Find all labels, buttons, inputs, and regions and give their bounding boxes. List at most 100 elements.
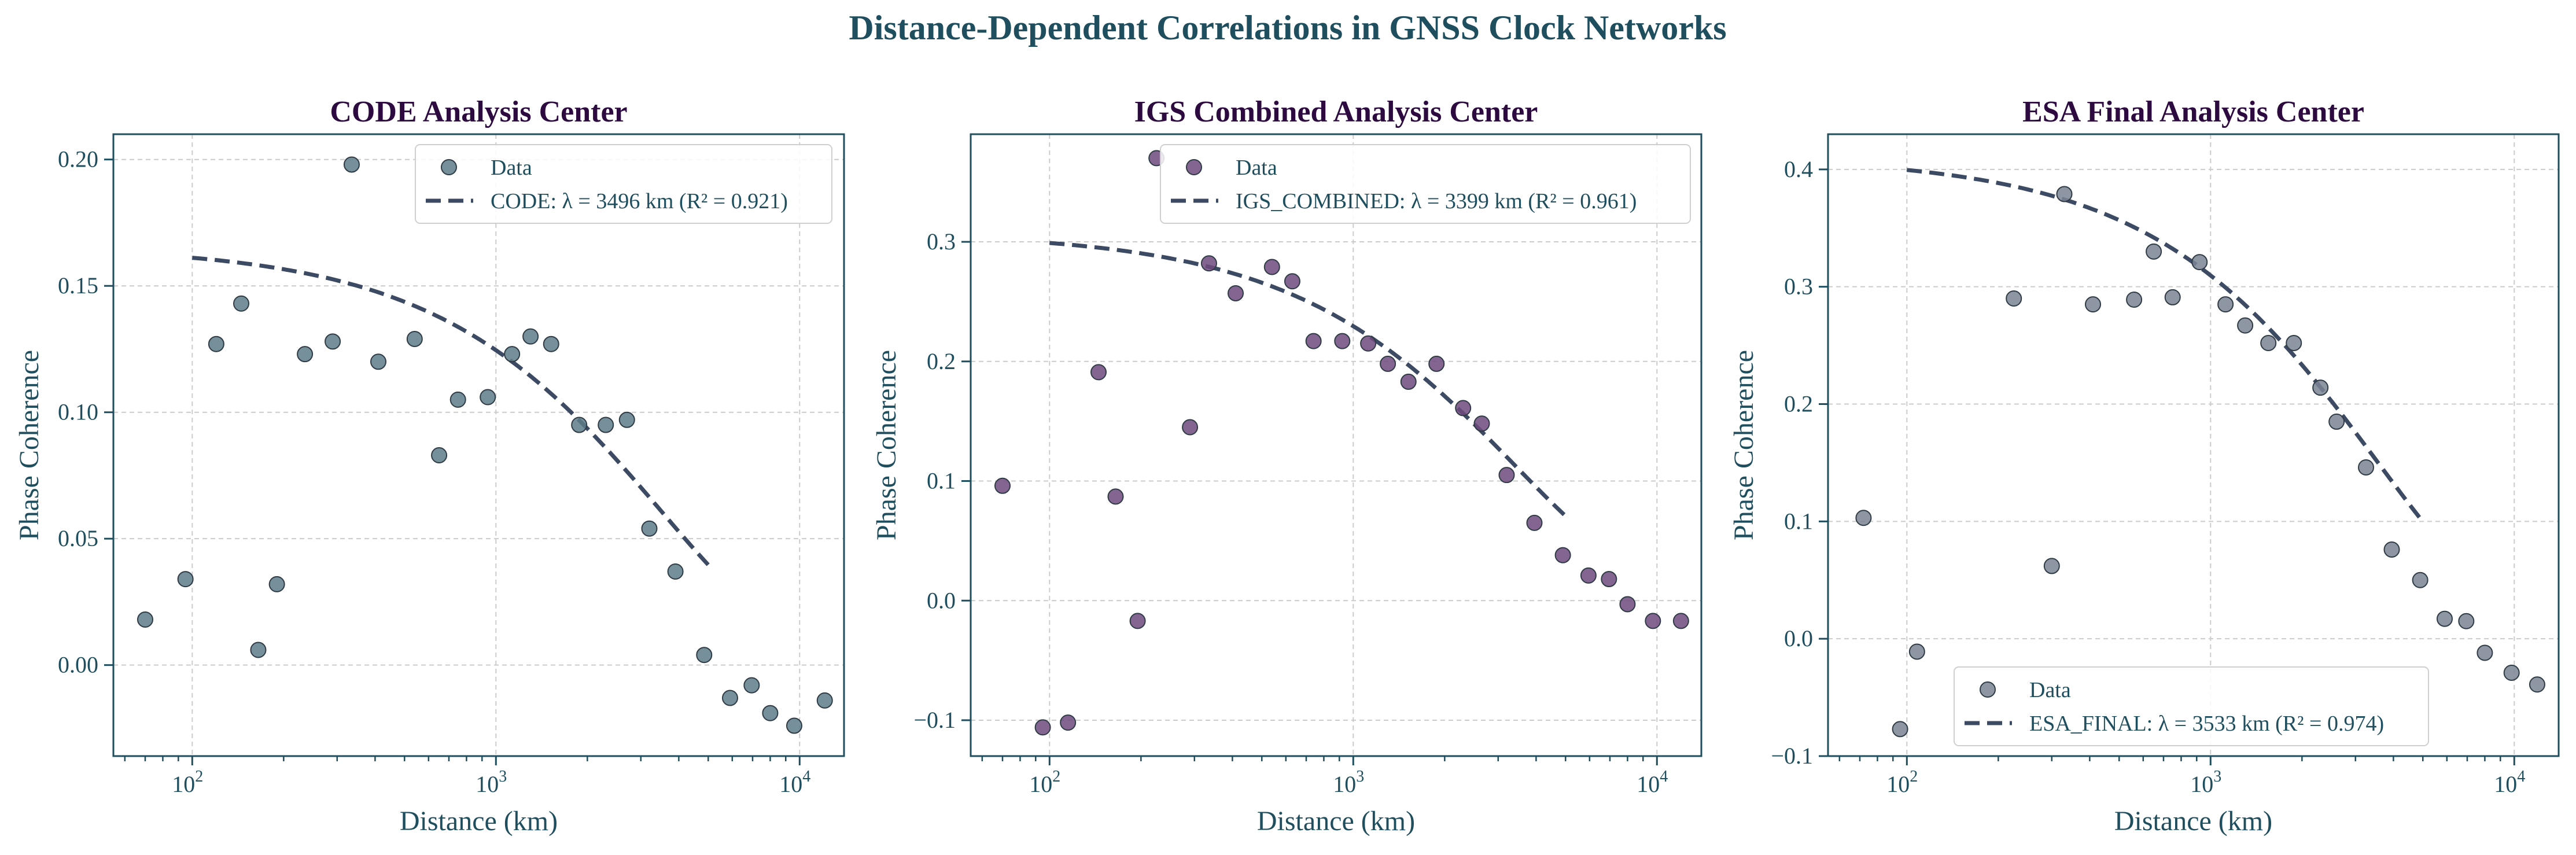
legend-marker [441,159,457,175]
data-point [1601,571,1617,588]
data-point [1580,567,1597,584]
data-point [1380,355,1396,372]
data-point [1645,613,1661,629]
data-point [1908,643,1925,660]
data-point [2358,459,2375,476]
data-point [268,576,285,592]
y-tick-label: 0.2 [927,348,956,374]
fit-curve [1906,168,2424,523]
data-point [1034,719,1051,736]
data-point [1428,355,1445,372]
data-point [449,391,466,408]
y-tick-label: 0.1 [927,468,956,494]
x-tick-label: 104 [1637,768,1668,797]
y-tick-label: 0.2 [1784,391,1813,417]
x-tick-exponent: 2 [1052,768,1060,786]
grid [113,134,844,756]
data-point [1129,613,1146,629]
legend-label-data: Data [491,156,532,180]
data-point [1892,721,1908,738]
data-point [2006,290,2022,307]
data-point [208,336,224,352]
legend-label-fit: CODE: λ = 3496 km (R² = 0.921) [491,189,788,213]
y-tick-label: 0.0 [1784,625,1813,651]
data-point [2529,676,2545,693]
data-point [743,677,760,694]
x-tick-label: 104 [779,768,810,797]
data-point [2312,379,2329,396]
data-point [177,571,194,588]
ticks: 102 103 104 0.00 0.05 0.10 0.15 0.20 [58,146,810,797]
panel-title: CODE Analysis Center [330,95,627,128]
panel-2: IGS Combined Analysis Center 102 103 104 −0.… [871,95,1702,836]
data-point [2412,572,2428,588]
legend-box [1160,144,1691,224]
legend: Data IGS_COMBINED: λ = 3399 km (R² = 0.96… [1160,144,1691,224]
y-tick-label: 0.20 [58,146,98,172]
data-point [994,477,1011,494]
legend: Data ESA_FINAL: λ = 3533 km (R² = 0.974) [1954,666,2429,746]
x-tick-exponent: 3 [2213,768,2221,786]
data-point [598,417,614,433]
data-point [480,389,496,406]
y-tick-label: 0.4 [1784,156,1813,182]
x-tick-label: 103 [2190,768,2221,797]
x-tick-label: 103 [1333,768,1364,797]
data-point [696,647,713,664]
y-tick-label: 0.1 [1784,508,1813,534]
data-point [2164,289,2181,305]
fit-curve [192,256,710,566]
data-point [2503,664,2520,681]
x-tick-exponent: 4 [2517,768,2525,786]
data-point [2436,610,2453,627]
ticks: 102 103 104 −0.1 0.0 0.1 0.2 0.3 0.4 [1771,156,2525,797]
data-points [137,156,833,734]
legend: Data CODE: λ = 3496 km (R² = 0.921) [415,144,832,224]
data-point [762,705,779,721]
y-tick-label: 0.3 [927,229,956,255]
data-point [1060,714,1077,731]
data-point [343,156,360,173]
legend-box [415,144,832,224]
x-tick-label: 102 [1886,768,1918,797]
grid [971,134,1701,756]
data-point [137,611,153,628]
data-point [1284,273,1300,290]
legend-label-fit: IGS_COMBINED: λ = 3399 km (R² = 0.961) [1236,189,1637,213]
data-point [721,690,738,706]
data-point [2217,296,2234,313]
data-point [816,692,833,709]
data-points [994,150,1689,736]
x-tick-label: 102 [1029,768,1060,797]
x-tick-exponent: 2 [195,768,203,786]
y-tick-label: 0.00 [58,652,98,678]
data-point [1263,259,1280,275]
panel-title: IGS Combined Analysis Center [1134,95,1538,128]
data-point [2085,296,2102,313]
y-axis-label: Phase Coherence [14,350,45,540]
data-point [1672,613,1689,629]
x-tick-exponent: 3 [1356,768,1364,786]
data-point [1619,596,1636,613]
panel-1: CODE Analysis Center 102 103 104 0.00 0.05 0.1… [14,95,845,836]
grid [1828,134,2559,757]
legend-marker [1186,159,1202,175]
data-point [1455,400,1472,417]
data-point [250,642,267,658]
data-point [406,330,423,347]
x-tick-exponent: 2 [1910,768,1918,786]
y-axis-label: Phase Coherence [871,350,902,540]
x-axis-label: Distance (km) [1257,806,1415,836]
x-axis-label: Distance (km) [2114,806,2272,836]
data-point [1526,514,1543,531]
data-point [2328,413,2345,430]
data-point [522,328,539,345]
data-point [2477,644,2493,661]
data-point [370,353,387,370]
y-tick-label: 0.15 [58,272,98,298]
data-point [2286,335,2302,352]
panel-3: ESA Final Analysis Center 102 103 104 −0.1 0.… [1729,95,2560,836]
data-point [1334,333,1351,349]
